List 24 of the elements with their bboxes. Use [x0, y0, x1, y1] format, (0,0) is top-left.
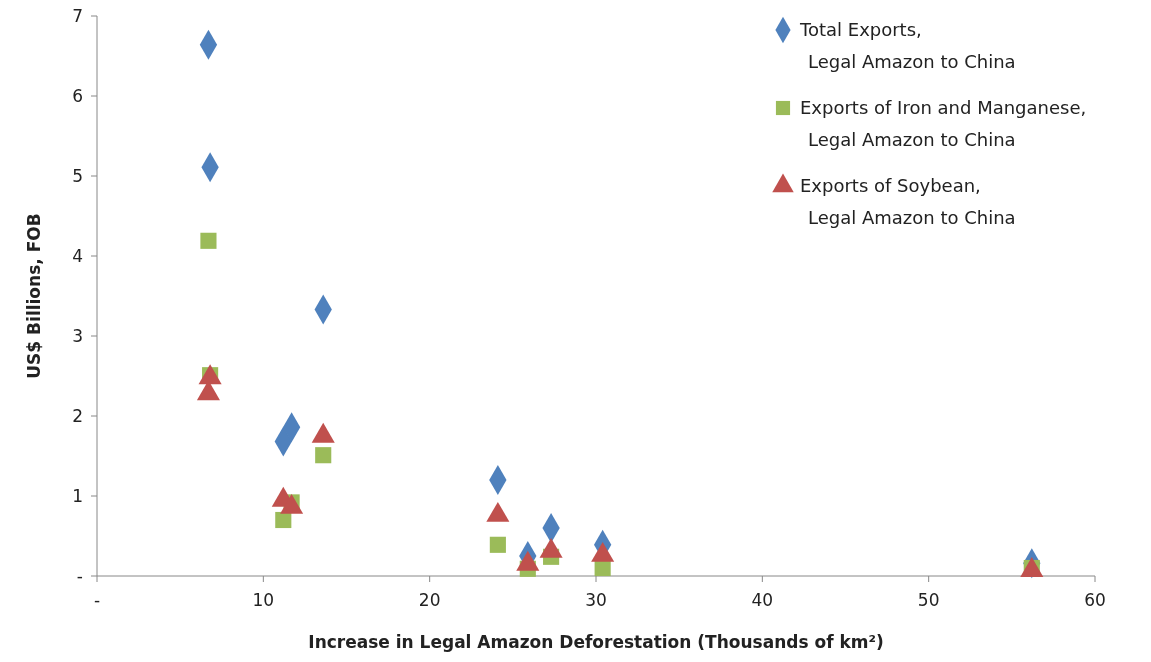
- legend-label: Exports of Iron and Manganese, Legal Amazon to China: [800, 97, 1087, 151]
- legend-label: Exports of Soybean, Legal Amazon to China: [800, 175, 1016, 229]
- y-axis-title: US$ Billions, FOB: [24, 213, 44, 379]
- x-tick-label: -: [93, 590, 101, 610]
- x-tick-label: 30: [585, 590, 607, 610]
- x-tick-label: 60: [1084, 590, 1106, 610]
- y-tick-label: 5: [72, 165, 83, 186]
- y-tick-label: -: [76, 565, 83, 586]
- x-tick-label: 40: [751, 590, 774, 610]
- y-tick-label: 4: [72, 245, 83, 266]
- y-tick-label: 7: [72, 5, 83, 26]
- x-axis-title: Increase in Legal Amazon Deforestation (Thousands of km²): [308, 632, 884, 652]
- y-tick-label: 6: [72, 85, 83, 106]
- point: [489, 536, 506, 553]
- point: [275, 511, 292, 529]
- x-tick-label: 50: [917, 590, 940, 610]
- point: [315, 447, 332, 464]
- point: [200, 232, 217, 249]
- legend-label: Total Exports, Legal Amazon to China: [799, 19, 1016, 73]
- x-tick-label: 20: [418, 590, 441, 610]
- y-tick-label: 1: [72, 485, 83, 506]
- y-tick-label: 3: [72, 325, 83, 346]
- y-tick-label: 2: [72, 405, 83, 426]
- x-tick-label: 10: [252, 590, 275, 610]
